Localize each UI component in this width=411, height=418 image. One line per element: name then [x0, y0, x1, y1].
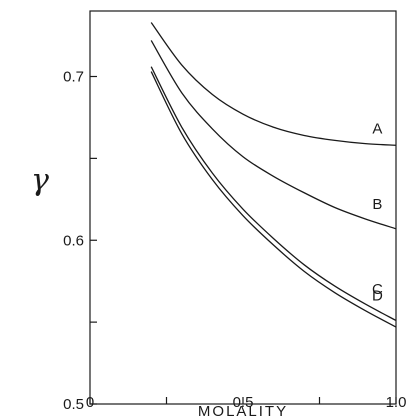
- x-tick-label-4: 1.0: [386, 394, 407, 411]
- series-line-C: [150, 66, 397, 322]
- y-axis-label: γ: [31, 163, 49, 198]
- x-tick-label-0: 0: [86, 394, 94, 411]
- series-labels: A B CD: [372, 121, 383, 305]
- series-line-D: [150, 71, 397, 328]
- series-line-B: [150, 40, 397, 230]
- series-curves: [150, 22, 397, 328]
- plot-frame: [89, 10, 397, 405]
- y-tick-label-4: 0.7: [63, 69, 84, 86]
- series-label-D: D: [372, 288, 383, 305]
- x-axis-label: MOLALITY: [198, 403, 288, 418]
- y-tick-label-0: 0.5: [63, 396, 84, 413]
- series-label-B: B: [372, 196, 382, 213]
- series-label-C: C: [372, 281, 383, 298]
- y-axis-ticks: 0.5 0.6 0.7: [63, 69, 97, 413]
- series-label-A: A: [372, 121, 382, 138]
- x-axis-ticks: 0 0.5 1.0: [86, 394, 407, 411]
- x-tick-label-2: 0.5: [233, 394, 254, 411]
- y-tick-label-2: 0.6: [63, 232, 84, 249]
- series-line-A: [150, 22, 397, 146]
